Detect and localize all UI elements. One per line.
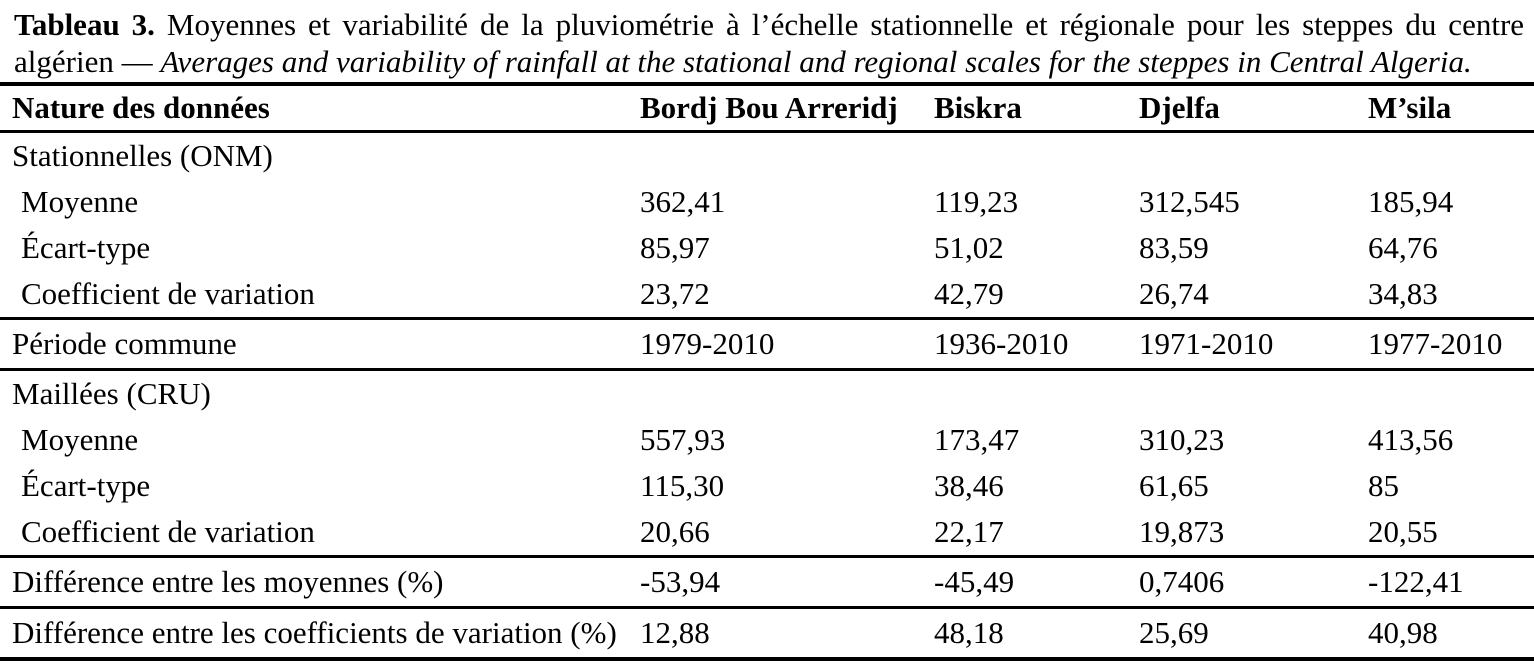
- table-caption: Tableau 3. Moyennes et variabilité de la…: [0, 0, 1534, 82]
- cell-value: 85,97: [640, 230, 710, 265]
- cell-value: 40,98: [1368, 615, 1438, 650]
- cell-value: -122,41: [1368, 556, 1534, 609]
- column-header-msila: M’sila: [1368, 84, 1534, 133]
- cell-value: 26,74: [1139, 271, 1368, 320]
- caption-dash: —: [121, 44, 153, 79]
- table-row-coeff-variation-onm: Coefficient de variation 23,72 42,79 26,…: [0, 271, 1534, 320]
- cell-value: 38,46: [934, 468, 1004, 503]
- cell-value: 557,93: [640, 422, 726, 457]
- table-row-section-maillees: Maillées (CRU): [0, 370, 1534, 418]
- table-row-difference-moyennes: Différence entre les moyennes (%) -53,94…: [0, 556, 1534, 609]
- cell-value: -53,94: [640, 556, 934, 609]
- cell-value: 185,94: [1368, 184, 1454, 219]
- cell-value: 1979-2010: [640, 318, 934, 371]
- cell-value: 1977-2010: [1368, 318, 1534, 371]
- table-row-moyenne-onm: Moyenne 362,41 119,23 312,545 185,94: [0, 179, 1534, 225]
- table-row-moyenne-cru: Moyenne 557,93 173,47 310,23 413,56: [0, 417, 1534, 463]
- column-header-biskra: Biskra: [934, 84, 1139, 133]
- cell-value: 1936-2010: [934, 318, 1139, 371]
- row-label: Différence entre les coefficients de var…: [12, 615, 617, 650]
- cell-value: 83,59: [1139, 230, 1209, 265]
- header-row: Nature des données Bordj Bou Arreridj Bi…: [0, 84, 1534, 133]
- cell-value: -45,49: [934, 556, 1139, 609]
- row-label: Écart-type: [21, 468, 151, 503]
- cell-value: 362,41: [640, 184, 726, 219]
- table-row-difference-coefficients: Différence entre les coefficients de var…: [0, 608, 1534, 660]
- cell-value: 22,17: [934, 509, 1139, 558]
- cell-value: 0,7406: [1139, 556, 1368, 609]
- cell-value: 34,83: [1368, 271, 1534, 320]
- table-header: Nature des données Bordj Bou Arreridj Bi…: [0, 84, 1534, 133]
- row-label: Période commune: [0, 318, 640, 371]
- cell-value: 42,79: [934, 271, 1139, 320]
- caption-text-fr: Moyennes et variabilité de la pluviométr…: [14, 7, 1525, 79]
- table-row-ecart-type-cru: Écart-type 115,30 38,46 61,65 85: [0, 463, 1534, 509]
- table-row-section-stationnelles: Stationnelles (ONM): [0, 132, 1534, 180]
- cell-value: 64,76: [1368, 230, 1438, 265]
- table-row-periode-commune: Période commune 1979-2010 1936-2010 1971…: [0, 318, 1534, 371]
- table-body: Stationnelles (ONM) Moyenne 362,41 119,2…: [0, 132, 1534, 660]
- row-label: Maillées (CRU): [12, 376, 211, 411]
- cell-value: 173,47: [934, 422, 1020, 457]
- cell-value: 23,72: [640, 271, 934, 320]
- row-label: Stationnelles (ONM): [12, 138, 273, 173]
- caption-text-en: Averages and variability of rainfall at …: [160, 44, 1472, 79]
- column-header-bordj-bou-arreridj: Bordj Bou Arreridj: [640, 84, 934, 133]
- row-label: Moyenne: [21, 422, 139, 457]
- cell-value: 115,30: [640, 468, 725, 503]
- table-row-ecart-type-onm: Écart-type 85,97 51,02 83,59 64,76: [0, 225, 1534, 271]
- column-header-djelfa: Djelfa: [1139, 84, 1368, 133]
- row-label: Moyenne: [21, 184, 139, 219]
- cell-value: 25,69: [1139, 615, 1209, 650]
- table-row-coeff-variation-cru: Coefficient de variation 20,66 22,17 19,…: [0, 509, 1534, 558]
- row-label: Écart-type: [21, 230, 151, 265]
- cell-value: 20,66: [640, 509, 934, 558]
- column-header-nature: Nature des données: [0, 84, 640, 133]
- cell-value: 85: [1368, 468, 1399, 503]
- cell-value: 51,02: [934, 230, 1004, 265]
- cell-value: 20,55: [1368, 509, 1534, 558]
- cell-value: 12,88: [640, 615, 710, 650]
- data-table: Nature des données Bordj Bou Arreridj Bi…: [0, 82, 1534, 661]
- caption-label: Tableau 3.: [14, 7, 155, 42]
- cell-value: 310,23: [1139, 422, 1225, 457]
- row-label: Coefficient de variation: [0, 271, 640, 320]
- cell-value: 19,873: [1139, 509, 1368, 558]
- cell-value: 1971-2010: [1139, 318, 1368, 371]
- row-label: Coefficient de variation: [0, 509, 640, 558]
- cell-value: 312,545: [1139, 184, 1240, 219]
- row-label: Différence entre les moyennes (%): [0, 556, 640, 609]
- cell-value: 61,65: [1139, 468, 1209, 503]
- cell-value: 119,23: [934, 184, 1019, 219]
- cell-value: 413,56: [1368, 422, 1454, 457]
- cell-value: 48,18: [934, 615, 1004, 650]
